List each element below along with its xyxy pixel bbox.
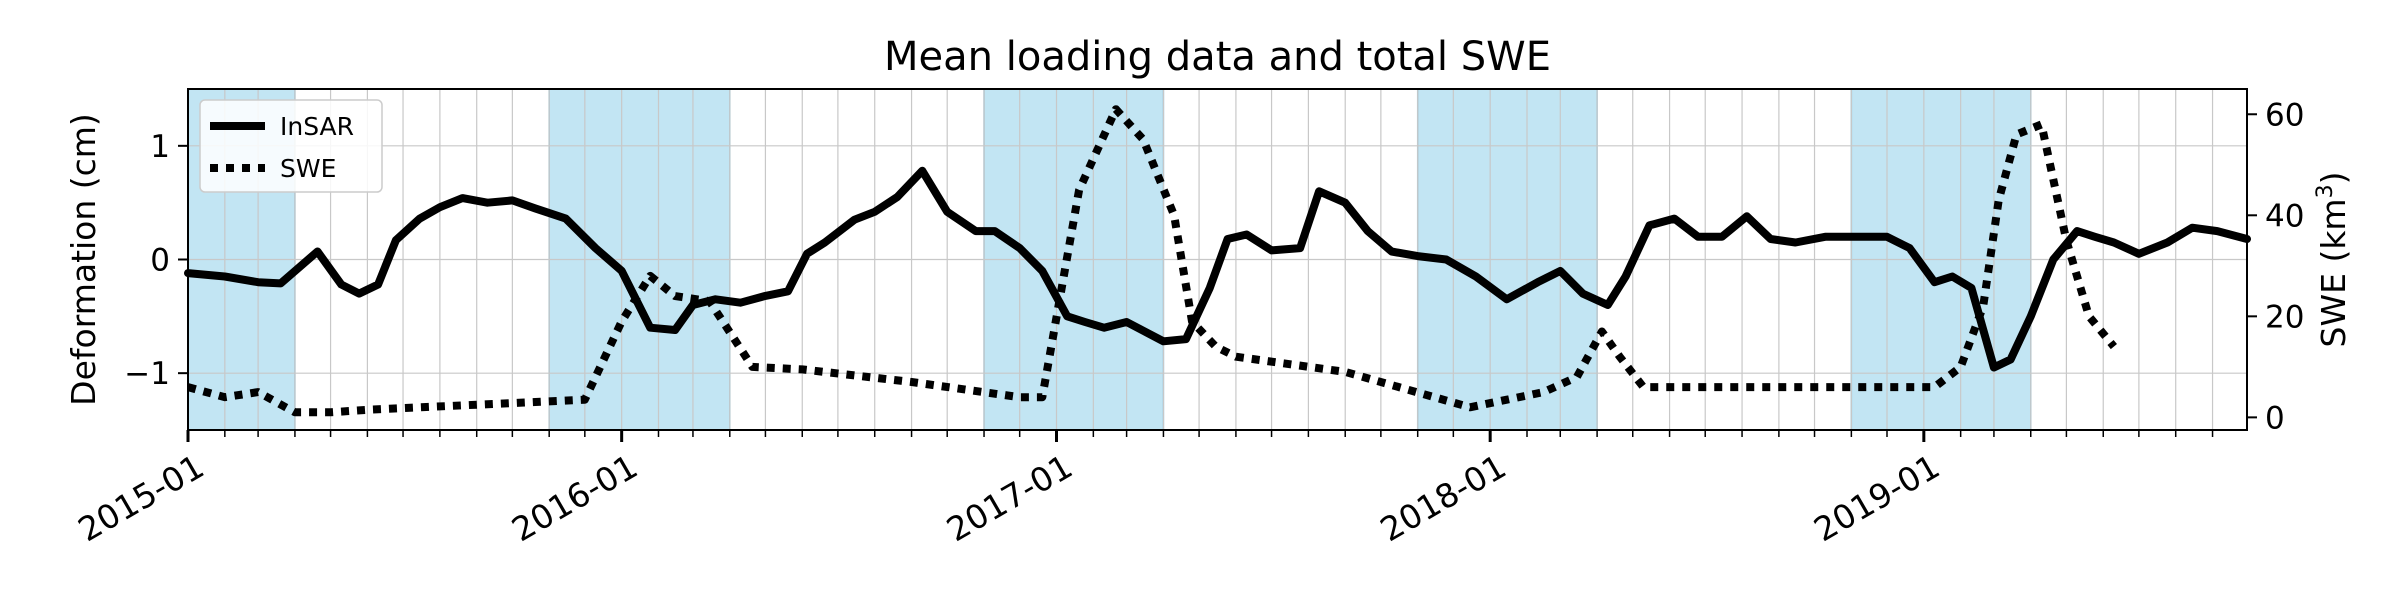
y-left-tick-label: 1 [150, 129, 170, 165]
chart-title: Mean loading data and total SWE [884, 34, 1551, 80]
y-right-tick-label: 40 [2265, 198, 2304, 234]
x-tick-label: 2018-01 [1374, 447, 1513, 550]
y-axis-right-label-sup: 3 [2313, 184, 2338, 198]
y-left-tick-label: −1 [124, 356, 170, 392]
y-right-tick-label: 60 [2265, 97, 2304, 133]
y-right-tick-label: 20 [2265, 299, 2304, 335]
y-axis-right-label-prefix: SWE (km [2314, 198, 2353, 347]
legend: InSAR SWE [199, 99, 383, 193]
series-line-insar [184, 166, 2251, 372]
legend-label-insar: InSAR [280, 112, 354, 141]
series-layer [184, 105, 2251, 417]
x-tick-label: 2019-01 [1807, 447, 1946, 550]
x-tick-label: 2017-01 [940, 447, 1079, 550]
x-tick-label: 2015-01 [71, 447, 210, 550]
y-left-tick-label: 0 [150, 243, 170, 279]
y-right-tick-label: 0 [2265, 400, 2285, 436]
x-tick-label: 2016-01 [505, 447, 644, 550]
series-line-swe [186, 105, 2117, 417]
y-axis-right-label-suffix: ) [2314, 172, 2353, 185]
legend-label-swe: SWE [280, 154, 336, 183]
y-axis-right-label: SWE (km3) [2313, 172, 2353, 348]
y-axis-left-label: Deformation (cm) [64, 113, 103, 406]
